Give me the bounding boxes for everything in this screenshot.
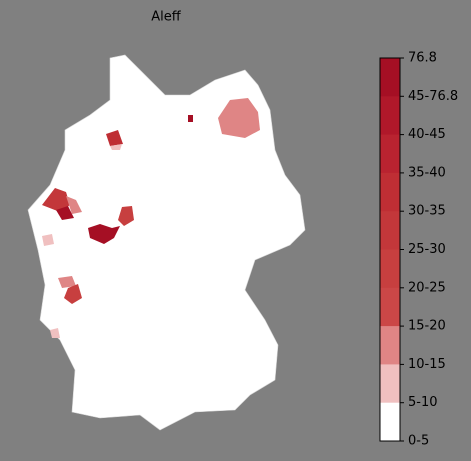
colorbar-segment (380, 134, 400, 174)
region (66, 196, 82, 214)
colorbar: 76.8 45-76.8 40-45 35-40 30-35 25-30 20-25 15-2… (379, 51, 458, 449)
colorbar-label: 0-5 (408, 434, 429, 449)
colorbar-label: 20-25 (408, 280, 446, 295)
region (42, 188, 70, 212)
region (42, 234, 54, 246)
colorbar-segment (380, 96, 400, 136)
region (58, 276, 76, 288)
colorbar-label: 25-30 (408, 242, 446, 257)
colorbar-segment (380, 172, 400, 212)
region (110, 144, 122, 150)
colorbar-segment (380, 402, 400, 442)
map-title: Aleff (151, 10, 182, 25)
region (106, 130, 123, 146)
colorbar-label: 10-15 (408, 357, 446, 372)
colorbar-label: 40-45 (408, 127, 446, 142)
region (88, 224, 120, 244)
colorbar-segment (380, 211, 400, 250)
region (218, 98, 260, 138)
colorbar-label: 35-40 (408, 165, 446, 180)
region (118, 206, 134, 226)
colorbar-label: 45-76.8 (408, 89, 458, 104)
region (50, 328, 60, 338)
colorbar-segment (380, 249, 400, 289)
region (64, 284, 82, 304)
colorbar-segment (380, 326, 400, 365)
region (188, 115, 193, 122)
colorbar-label: 76.8 (408, 51, 437, 66)
germany-map (27, 54, 306, 431)
region (56, 206, 74, 220)
colorbar-segment (380, 58, 400, 97)
colorbar-label: 5-10 (408, 395, 438, 410)
country-outline (27, 54, 306, 431)
colorbar-segment (380, 364, 400, 404)
colorbar-label: 30-35 (408, 204, 446, 219)
colorbar-label: 15-20 (408, 319, 446, 334)
colorbar-segment (380, 287, 400, 327)
